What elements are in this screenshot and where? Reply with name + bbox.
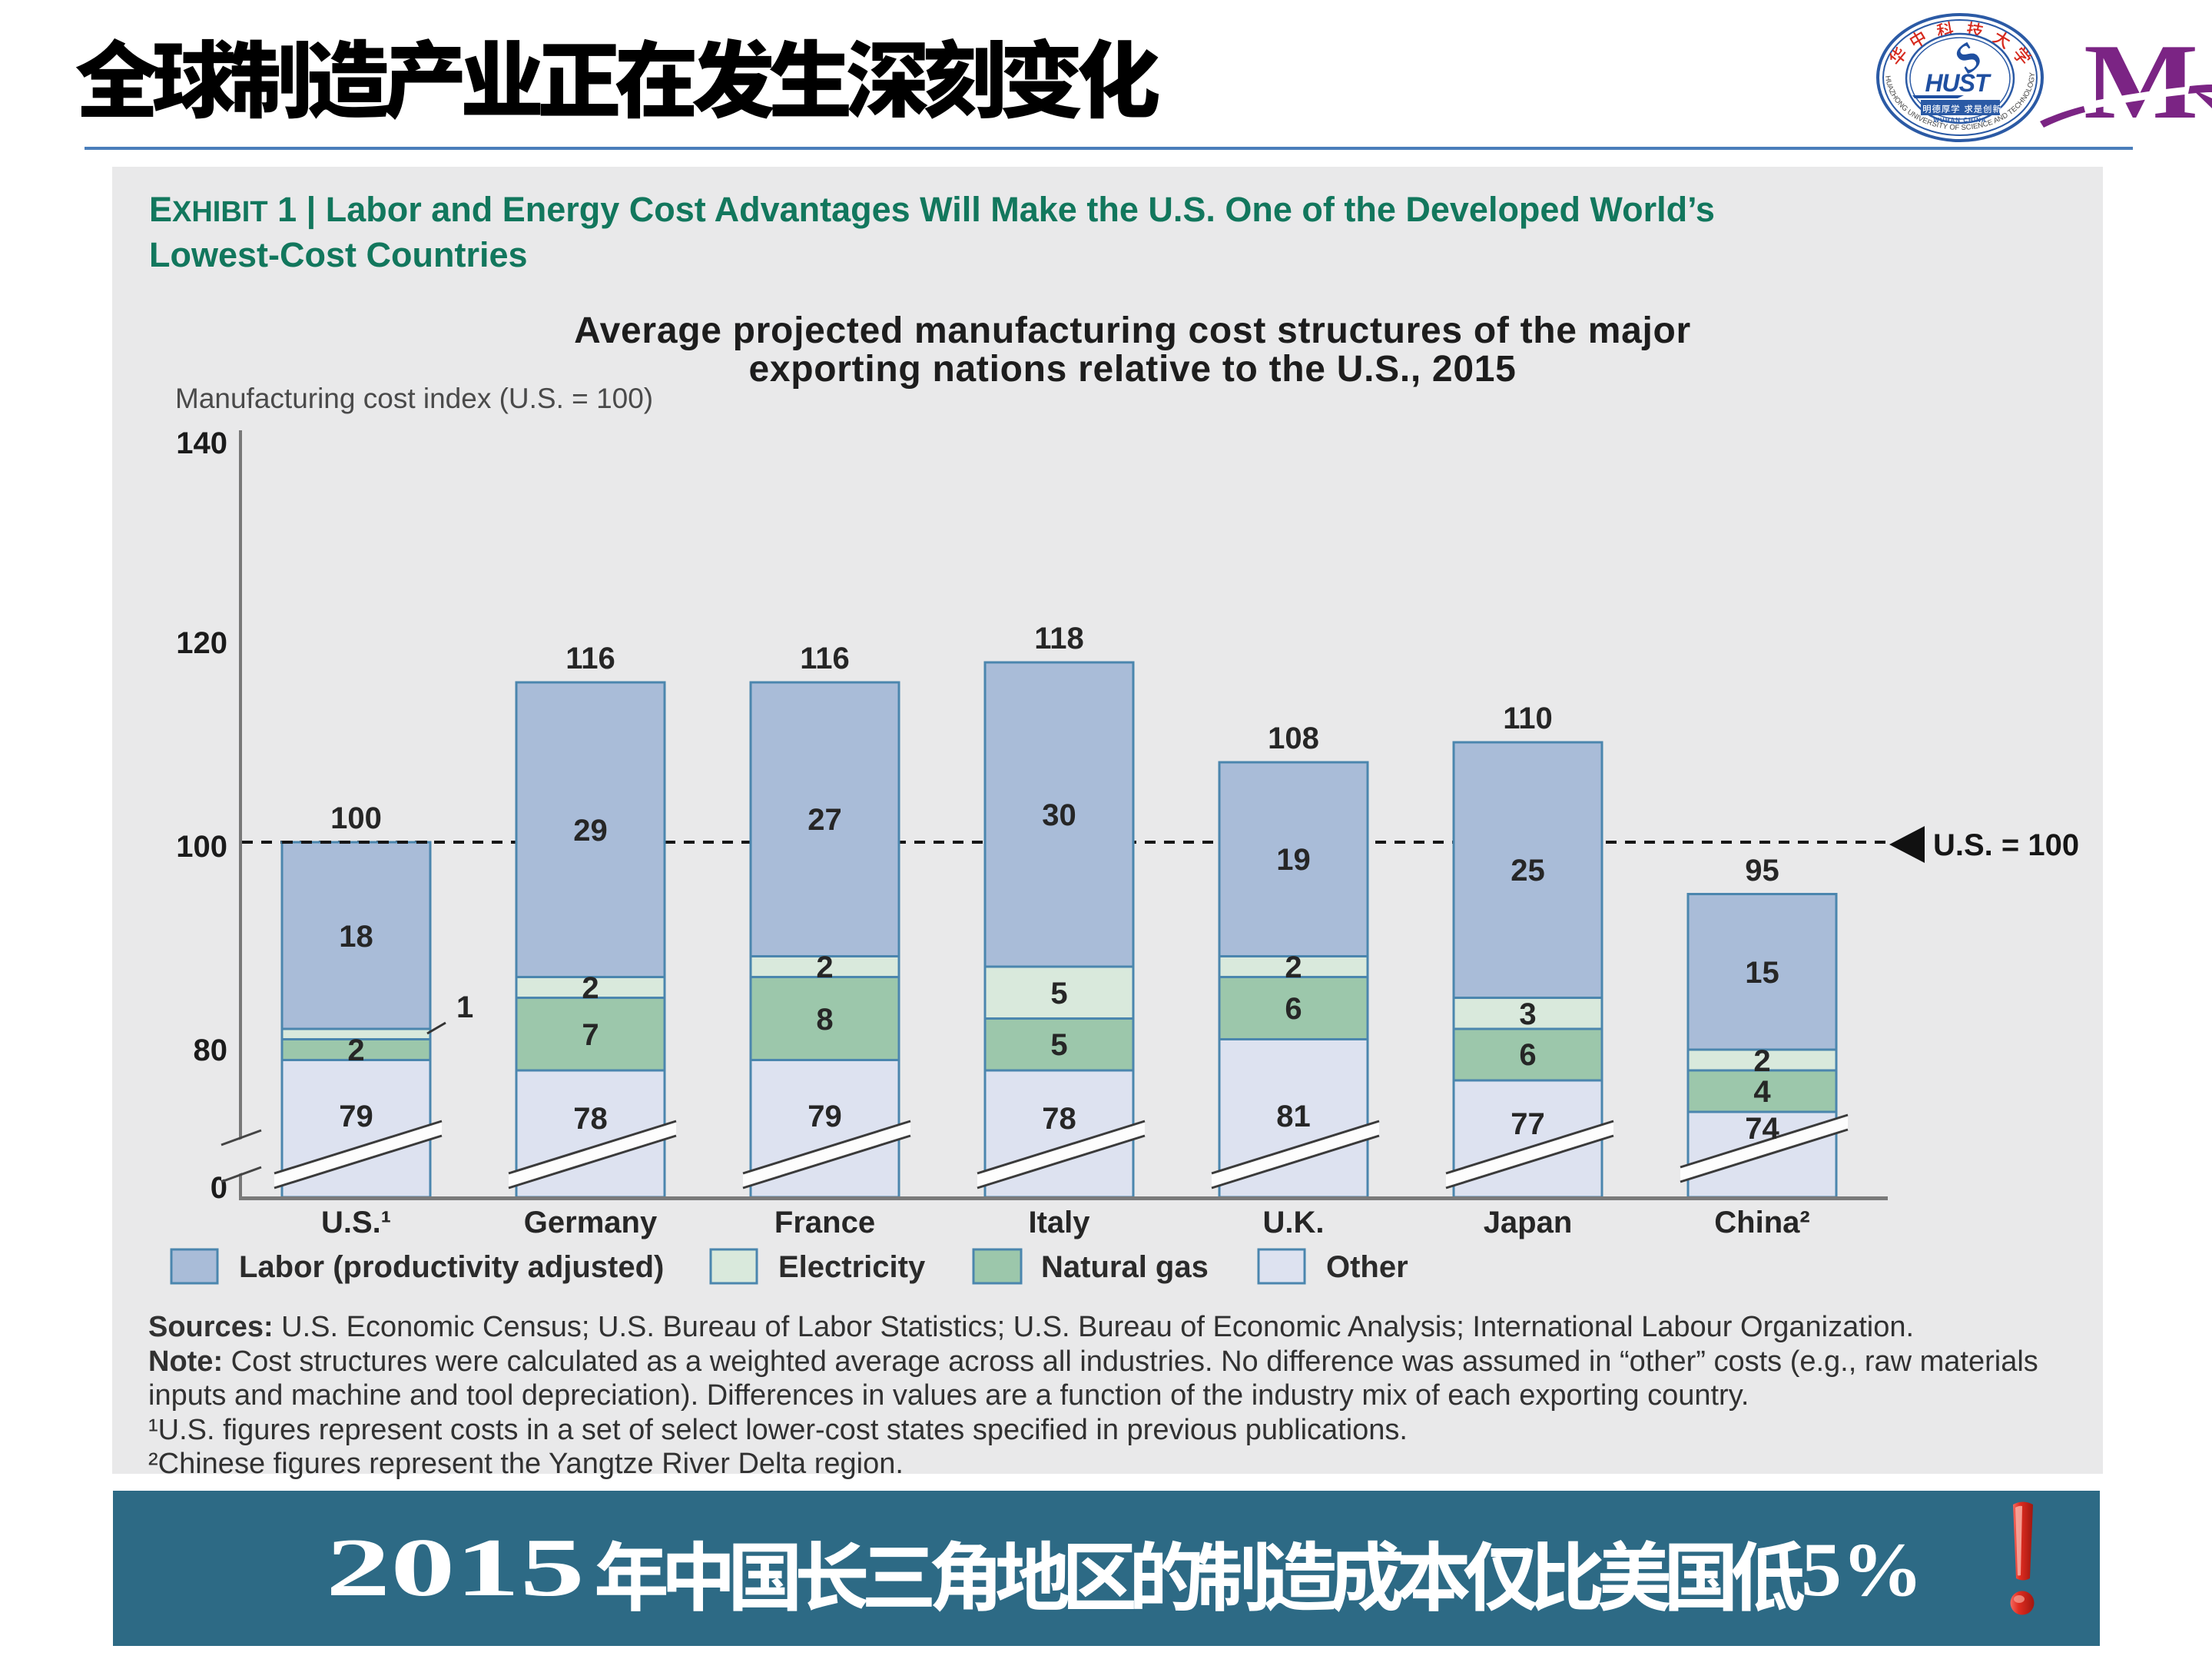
svg-text:U.S. = 100: U.S. = 100 [1933, 828, 2079, 862]
svg-text:Labor (productivity adjusted): Labor (productivity adjusted) [239, 1250, 664, 1284]
svg-text:74: 74 [1745, 1112, 1779, 1146]
svg-text:19: 19 [1276, 843, 1311, 877]
svg-text:18: 18 [339, 920, 373, 954]
svg-text:2: 2 [1285, 951, 1302, 984]
svg-text:140: 140 [176, 426, 227, 460]
svg-text:M: M [2084, 22, 2198, 141]
svg-text:6: 6 [1285, 992, 1302, 1026]
svg-text:108: 108 [1268, 722, 1319, 755]
svg-text:25: 25 [1511, 854, 1545, 888]
svg-text:100: 100 [176, 830, 227, 864]
svg-text:2: 2 [1753, 1044, 1770, 1078]
svg-text:120: 120 [176, 626, 227, 660]
svg-text:3: 3 [1519, 997, 1536, 1031]
svg-text:Japan: Japan [1484, 1206, 1573, 1239]
svg-text:29: 29 [573, 814, 608, 848]
svg-text:U.S.¹: U.S.¹ [321, 1206, 391, 1239]
svg-text:4: 4 [1753, 1075, 1771, 1109]
svg-text:78: 78 [1042, 1102, 1076, 1136]
svg-text:2: 2 [816, 951, 833, 984]
svg-text:116: 116 [800, 642, 850, 675]
svg-text:U.K.: U.K. [1263, 1206, 1325, 1239]
svg-text:Natural gas: Natural gas [1041, 1250, 1209, 1284]
svg-text:Electricity: Electricity [778, 1250, 926, 1284]
svg-text:81: 81 [1276, 1100, 1311, 1133]
svg-text:15: 15 [1745, 956, 1779, 990]
svg-text:2: 2 [582, 971, 599, 1005]
svg-text:79: 79 [339, 1100, 373, 1133]
svg-text:110: 110 [1503, 702, 1553, 735]
svg-text:2015: 2015 [326, 1521, 585, 1614]
svg-text:79: 79 [808, 1100, 842, 1133]
svg-text:5: 5 [1050, 1028, 1067, 1062]
svg-text:France: France [774, 1206, 875, 1239]
svg-text:5%: 5% [1801, 1528, 1923, 1613]
svg-text:30: 30 [1042, 798, 1076, 832]
svg-text:27: 27 [808, 803, 842, 837]
svg-text:80: 80 [194, 1034, 228, 1067]
svg-text:China²: China² [1714, 1206, 1809, 1239]
svg-text:118: 118 [1034, 622, 1084, 655]
svg-text:Other: Other [1326, 1250, 1408, 1284]
svg-text:116: 116 [565, 642, 615, 675]
svg-text:78: 78 [573, 1102, 608, 1136]
svg-text:6: 6 [1519, 1038, 1536, 1072]
svg-text:Italy: Italy [1028, 1206, 1090, 1239]
svg-text:Germany: Germany [524, 1206, 658, 1239]
svg-text:1: 1 [456, 990, 473, 1024]
svg-text:2: 2 [347, 1034, 364, 1067]
svg-text:7: 7 [582, 1018, 599, 1052]
svg-text:95: 95 [1745, 854, 1779, 888]
svg-text:77: 77 [1511, 1107, 1545, 1141]
svg-text:8: 8 [816, 1003, 833, 1037]
svg-text:WUHAN CHINA: WUHAN CHINA [1933, 117, 1986, 124]
svg-text:HUST: HUST [1925, 69, 1991, 97]
svg-text:5: 5 [1050, 977, 1067, 1010]
svg-text:100: 100 [330, 801, 382, 835]
